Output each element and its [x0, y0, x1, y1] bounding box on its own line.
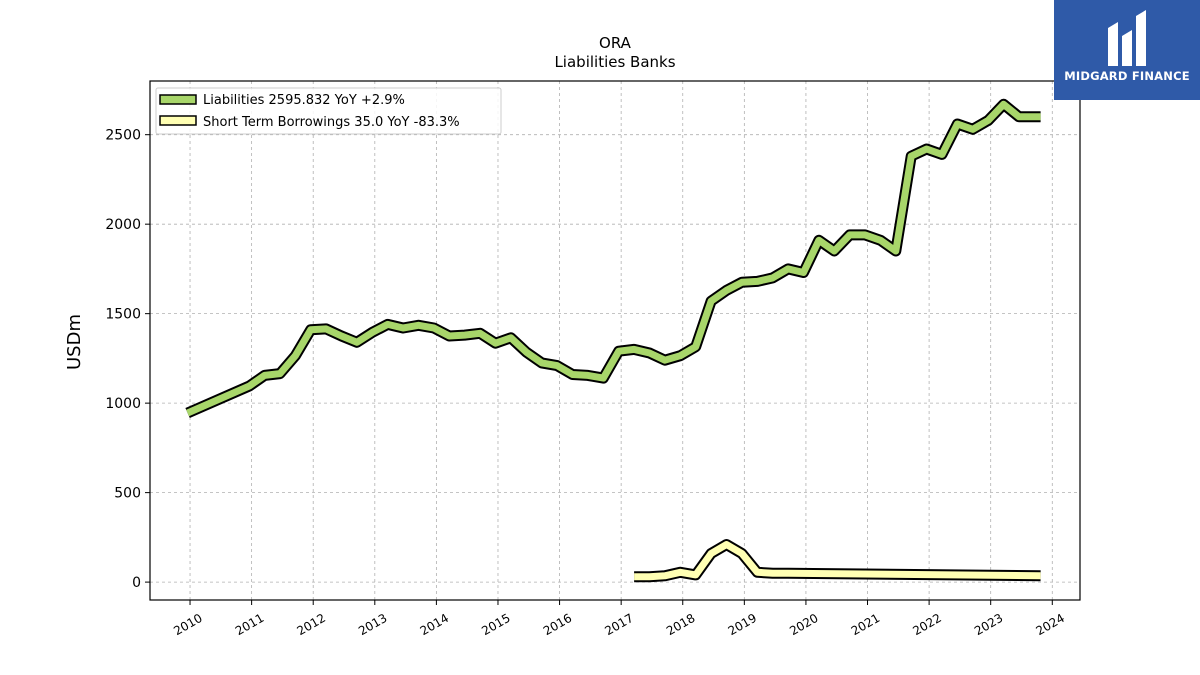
y-axis: 0 500 1000 1500 2000 2500 — [105, 128, 150, 591]
x-tick-label: 2019 — [726, 611, 759, 638]
x-tick-label: 2011 — [233, 611, 266, 638]
brand-mark-icon — [1108, 10, 1146, 66]
series-line-short-term-borrowings — [634, 541, 1041, 581]
brand-name: MIDGARD FINANCE — [1064, 69, 1190, 83]
y-tick-label: 0 — [132, 575, 141, 591]
y-tick-label: 1500 — [105, 307, 141, 323]
series-line-liabilities — [186, 100, 1041, 417]
legend-label-liabilities: Liabilities 2595.832 YoY +2.9% — [203, 93, 405, 108]
x-tick-label: 2012 — [294, 611, 327, 638]
x-tick-label: 2013 — [356, 611, 389, 638]
legend: Liabilities 2595.832 YoY +2.9% Short Ter… — [155, 87, 502, 135]
series-outline-liabilities — [185, 98, 1041, 419]
y-tick-label: 1000 — [105, 396, 141, 412]
brand-logo: MIDGARD FINANCE — [1054, 0, 1200, 100]
x-tick-label: 2010 — [171, 611, 204, 638]
x-tick-label: 2022 — [910, 611, 943, 638]
x-tick-label: 2014 — [418, 611, 451, 638]
chart-title: ORA — [599, 34, 632, 52]
y-tick-label: 500 — [114, 486, 141, 502]
legend-swatch-liabilities — [159, 94, 197, 105]
x-tick-label: 2021 — [849, 611, 882, 638]
x-axis: 2010 2011 2012 2013 2014 2015 2016 2017 2018 2019… — [171, 600, 1067, 638]
x-tick-label: 2024 — [1034, 611, 1067, 638]
legend-label-short-term-borrowings: Short Term Borrowings 35.0 YoY -83.3% — [203, 115, 460, 130]
y-tick-label: 2500 — [105, 128, 141, 144]
chart-subtitle: Liabilities Banks — [554, 53, 675, 71]
x-tick-label: 2020 — [787, 611, 820, 638]
y-tick-label: 2000 — [105, 217, 141, 233]
x-tick-label: 2016 — [541, 611, 574, 638]
x-tick-label: 2018 — [664, 611, 697, 638]
grid — [150, 81, 1080, 600]
y-axis-label: USDm — [64, 314, 85, 370]
legend-box — [155, 87, 502, 135]
x-tick-label: 2023 — [972, 611, 1005, 638]
x-tick-label: 2015 — [479, 611, 512, 638]
plot-frame — [149, 80, 1081, 601]
legend-swatch-short-term-borrowings — [159, 115, 197, 126]
x-tick-label: 2017 — [602, 611, 635, 638]
series-layer — [185, 98, 1041, 583]
